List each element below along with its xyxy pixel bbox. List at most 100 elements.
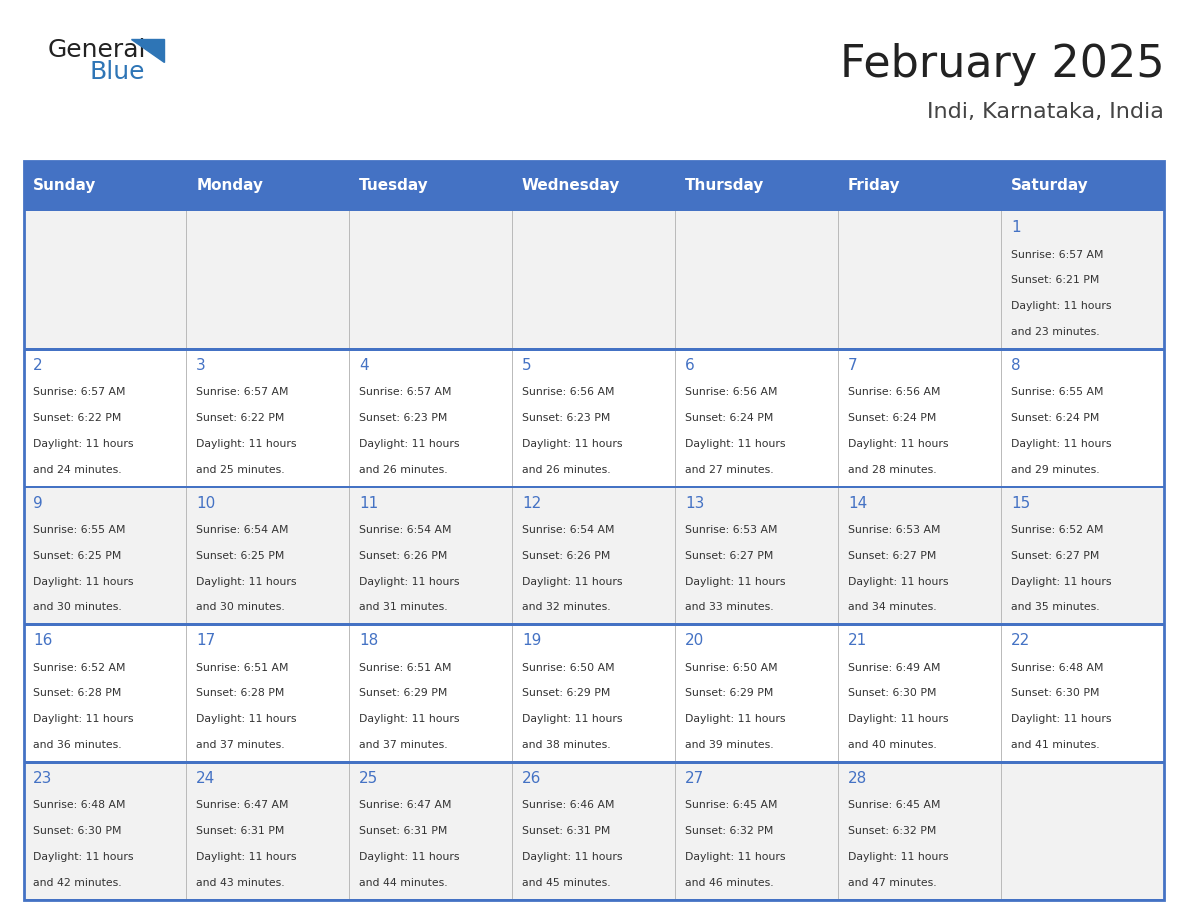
Bar [349, 349, 512, 487]
Text: 20: 20 [685, 633, 704, 648]
Text: and 35 minutes.: and 35 minutes. [1011, 602, 1099, 612]
Text: 5: 5 [522, 358, 532, 373]
Text: Saturday: Saturday [1011, 178, 1088, 194]
Text: Indi, Karnataka, India: Indi, Karnataka, India [928, 102, 1164, 122]
Text: Daylight: 11 hours: Daylight: 11 hours [522, 439, 623, 449]
Text: 8: 8 [1011, 358, 1020, 373]
Text: Daylight: 11 hours: Daylight: 11 hours [196, 714, 297, 724]
Bar [512, 487, 676, 624]
Text: Sunrise: 6:45 AM: Sunrise: 6:45 AM [685, 800, 777, 811]
Text: 4: 4 [359, 358, 368, 373]
Text: and 28 minutes.: and 28 minutes. [848, 465, 936, 475]
Text: 24: 24 [196, 771, 215, 786]
Text: Daylight: 11 hours: Daylight: 11 hours [359, 439, 460, 449]
Text: Sunrise: 6:45 AM: Sunrise: 6:45 AM [848, 800, 941, 811]
Text: and 23 minutes.: and 23 minutes. [1011, 327, 1099, 337]
Text: Sunset: 6:31 PM: Sunset: 6:31 PM [522, 826, 611, 836]
Text: and 41 minutes.: and 41 minutes. [1011, 740, 1099, 750]
Text: Monday: Monday [196, 178, 264, 194]
Text: Sunset: 6:27 PM: Sunset: 6:27 PM [1011, 551, 1099, 561]
Text: and 27 minutes.: and 27 minutes. [685, 465, 773, 475]
Text: and 29 minutes.: and 29 minutes. [1011, 465, 1099, 475]
Bar [838, 211, 839, 900]
Bar [1001, 349, 1164, 487]
Text: 17: 17 [196, 633, 215, 648]
Text: Sunrise: 6:53 AM: Sunrise: 6:53 AM [685, 525, 777, 535]
Text: 16: 16 [33, 633, 52, 648]
Text: Daylight: 11 hours: Daylight: 11 hours [685, 852, 785, 862]
Bar [187, 487, 349, 624]
Text: and 40 minutes.: and 40 minutes. [848, 740, 936, 750]
Text: 25: 25 [359, 771, 378, 786]
Text: 23: 23 [33, 771, 52, 786]
Bar [676, 487, 839, 624]
Text: 14: 14 [848, 496, 867, 510]
Text: Daylight: 11 hours: Daylight: 11 hours [685, 439, 785, 449]
Bar [1001, 161, 1164, 211]
Text: Sunrise: 6:57 AM: Sunrise: 6:57 AM [1011, 250, 1104, 260]
Text: 18: 18 [359, 633, 378, 648]
Text: Sunset: 6:24 PM: Sunset: 6:24 PM [685, 413, 773, 423]
Text: Sunset: 6:25 PM: Sunset: 6:25 PM [196, 551, 285, 561]
Text: Sunrise: 6:51 AM: Sunrise: 6:51 AM [359, 663, 451, 673]
Bar [24, 623, 1164, 626]
Bar [24, 762, 187, 900]
Text: and 38 minutes.: and 38 minutes. [522, 740, 611, 750]
Bar [512, 211, 676, 349]
Bar [1000, 211, 1001, 900]
Text: and 26 minutes.: and 26 minutes. [359, 465, 448, 475]
Text: 12: 12 [522, 496, 542, 510]
Text: and 46 minutes.: and 46 minutes. [685, 878, 773, 888]
Text: Daylight: 11 hours: Daylight: 11 hours [33, 439, 134, 449]
Polygon shape [131, 39, 164, 62]
Text: Sunrise: 6:49 AM: Sunrise: 6:49 AM [848, 663, 941, 673]
Bar [1001, 211, 1164, 349]
Text: Wednesday: Wednesday [522, 178, 620, 194]
Text: Sunset: 6:24 PM: Sunset: 6:24 PM [848, 413, 936, 423]
Text: Sunrise: 6:56 AM: Sunrise: 6:56 AM [685, 387, 777, 397]
Text: Daylight: 11 hours: Daylight: 11 hours [196, 852, 297, 862]
Bar [349, 624, 512, 762]
Bar [187, 211, 188, 900]
Text: and 37 minutes.: and 37 minutes. [196, 740, 285, 750]
Bar [24, 486, 1164, 488]
Text: Daylight: 11 hours: Daylight: 11 hours [1011, 714, 1111, 724]
Text: Sunset: 6:31 PM: Sunset: 6:31 PM [359, 826, 448, 836]
Text: 3: 3 [196, 358, 206, 373]
Text: Daylight: 11 hours: Daylight: 11 hours [848, 852, 948, 862]
Bar [24, 624, 187, 762]
Text: Sunset: 6:28 PM: Sunset: 6:28 PM [196, 688, 285, 699]
Bar [24, 899, 1164, 901]
Text: Thursday: Thursday [685, 178, 764, 194]
Text: Sunrise: 6:54 AM: Sunrise: 6:54 AM [196, 525, 289, 535]
Text: Sunset: 6:30 PM: Sunset: 6:30 PM [33, 826, 121, 836]
Text: Sunset: 6:22 PM: Sunset: 6:22 PM [33, 413, 121, 423]
Text: and 37 minutes.: and 37 minutes. [359, 740, 448, 750]
Text: Sunset: 6:27 PM: Sunset: 6:27 PM [685, 551, 773, 561]
Text: Daylight: 11 hours: Daylight: 11 hours [359, 852, 460, 862]
Text: General: General [48, 39, 146, 62]
Text: Blue: Blue [89, 60, 145, 84]
Text: Sunrise: 6:52 AM: Sunrise: 6:52 AM [1011, 525, 1104, 535]
Bar [676, 624, 839, 762]
Bar [675, 211, 676, 900]
Text: Friday: Friday [848, 178, 901, 194]
Bar [1001, 624, 1164, 762]
Text: Daylight: 11 hours: Daylight: 11 hours [848, 439, 948, 449]
Bar [349, 211, 350, 900]
Bar [187, 349, 349, 487]
Text: Daylight: 11 hours: Daylight: 11 hours [33, 852, 134, 862]
Text: Sunrise: 6:54 AM: Sunrise: 6:54 AM [359, 525, 451, 535]
Text: Daylight: 11 hours: Daylight: 11 hours [359, 577, 460, 587]
Text: Sunrise: 6:56 AM: Sunrise: 6:56 AM [522, 387, 614, 397]
Bar [24, 761, 1164, 764]
Text: February 2025: February 2025 [840, 43, 1164, 85]
Text: 2: 2 [33, 358, 43, 373]
Text: Daylight: 11 hours: Daylight: 11 hours [522, 852, 623, 862]
Text: 10: 10 [196, 496, 215, 510]
Text: Daylight: 11 hours: Daylight: 11 hours [1011, 577, 1111, 587]
Text: Sunset: 6:26 PM: Sunset: 6:26 PM [359, 551, 448, 561]
Text: and 33 minutes.: and 33 minutes. [685, 602, 773, 612]
Bar [676, 211, 839, 349]
Text: and 24 minutes.: and 24 minutes. [33, 465, 122, 475]
